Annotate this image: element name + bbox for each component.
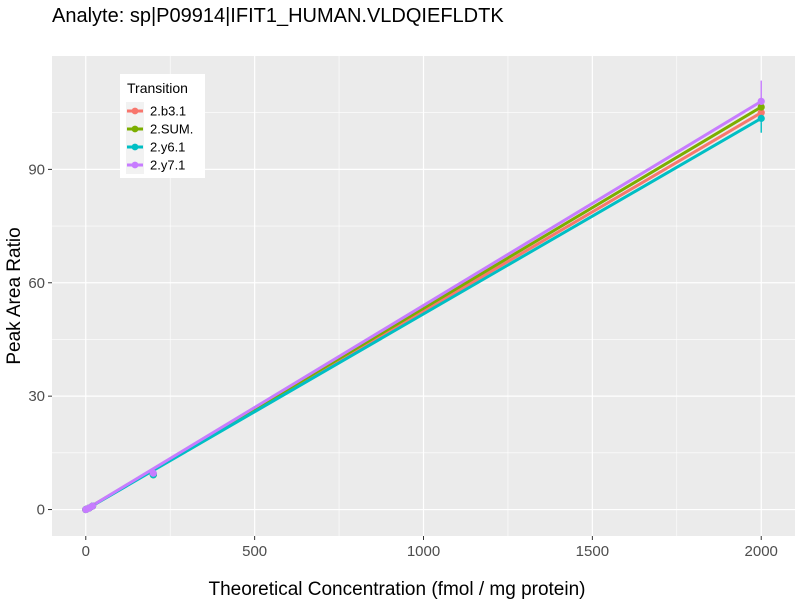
legend-label: 2.b3.1	[150, 104, 186, 119]
legend-key-point	[131, 125, 139, 133]
y-axis-title: Peak Area Ratio	[4, 227, 25, 364]
y-tick-label: 30	[28, 388, 45, 405]
data-point-2-y7-1	[88, 502, 97, 510]
legend-label: 2.SUM.	[150, 122, 193, 137]
y-tick-label: 60	[28, 275, 45, 292]
legend-label: 2.y7.1	[150, 158, 185, 173]
x-tick-label: 500	[242, 543, 267, 560]
data-point-2-y6-1	[757, 114, 765, 122]
x-tick-label: 0	[82, 543, 90, 560]
legend: Transition 2.b3.1 2.SUM. 2.y6.1 2.y7.1	[120, 74, 205, 178]
major-gridlines	[52, 56, 795, 536]
legend-key-point	[131, 107, 139, 115]
fit-line-2-y6-1	[85, 117, 762, 511]
legend-item-2-sum: 2.SUM.	[126, 120, 193, 138]
legend-item-2-b3-1: 2.b3.1	[126, 102, 186, 120]
data-point-2-sum	[757, 103, 765, 111]
legend-key-point	[131, 161, 139, 169]
legend-label: 2.y6.1	[150, 140, 185, 155]
x-tick-label: 1000	[407, 543, 440, 560]
fit-lines	[84, 100, 763, 511]
data-point-2-b3-1	[757, 109, 765, 117]
chart-title: Analyte: sp|P09914|IFIT1_HUMAN.VLDQIEFLD…	[52, 5, 504, 27]
legend-item-2-y6-1: 2.y6.1	[126, 138, 185, 156]
y-tick-label: 0	[37, 502, 45, 519]
x-axis-title: Theoretical Concentration (fmol / mg pro…	[209, 579, 586, 600]
legend-item-2-y7-1: 2.y7.1	[126, 156, 185, 174]
x-axis-ticks: 0 500 1000 1500 2000	[82, 536, 778, 560]
data-points	[82, 97, 765, 514]
x-tick-label: 2000	[745, 543, 778, 560]
data-point-2-y7-1	[757, 97, 765, 105]
legend-title: Transition	[127, 80, 188, 96]
fit-line-2-y7-1	[84, 100, 763, 511]
x-tick-label: 1500	[576, 543, 609, 560]
y-axis-ticks: 0 30 60 90	[28, 161, 52, 519]
legend-key-point	[131, 143, 139, 151]
data-point-2-y7-1	[149, 469, 157, 477]
y-tick-label: 90	[28, 161, 45, 178]
